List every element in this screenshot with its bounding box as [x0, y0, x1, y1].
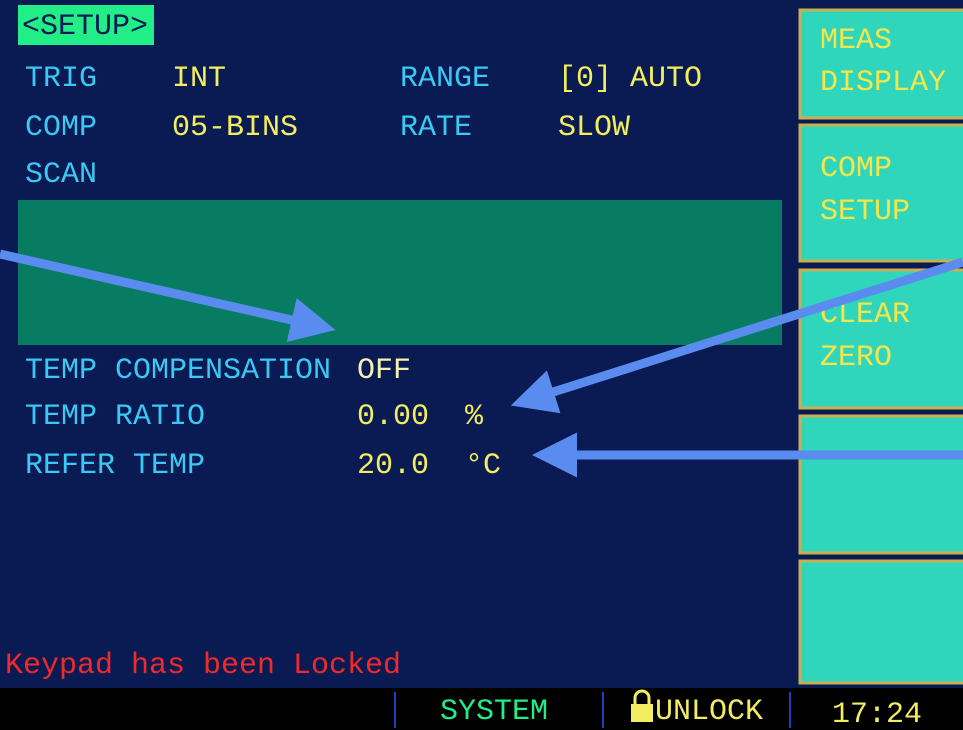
- trig-value[interactable]: INT: [172, 62, 226, 96]
- refer-temp-value[interactable]: 20.0: [357, 449, 429, 483]
- scan-label: SCAN: [25, 158, 97, 192]
- softkey-4[interactable]: [798, 414, 963, 555]
- page-title: <SETUP>: [22, 10, 148, 44]
- lock-icon: [631, 689, 653, 722]
- softkey-1[interactable]: [798, 8, 963, 120]
- title-box: [18, 5, 154, 45]
- lock-message: Keypad has been Locked: [5, 649, 401, 683]
- status-lock[interactable]: UNLOCK: [655, 695, 763, 729]
- refer-temp-unit: °C: [465, 449, 501, 483]
- status-time: 17:24: [832, 698, 922, 730]
- status-bar: [0, 688, 963, 730]
- temp-comp-value[interactable]: OFF: [357, 354, 411, 388]
- softkey-3-line2: ZERO: [820, 341, 892, 375]
- refer-temp-label: REFER TEMP: [25, 449, 205, 483]
- arrow: [510, 257, 963, 414]
- softkey-1-line2: DISPLAY: [820, 66, 946, 100]
- softkey-2-line1: COMP: [820, 152, 892, 186]
- status-mode: SYSTEM: [440, 695, 548, 729]
- softkey-2[interactable]: [798, 123, 963, 263]
- temp-ratio-unit: %: [465, 400, 484, 434]
- rate-value[interactable]: SLOW: [558, 111, 630, 145]
- temp-comp-label: TEMP COMPENSATION: [25, 354, 331, 388]
- comp-label: COMP: [25, 111, 97, 145]
- arrow: [0, 249, 336, 342]
- trig-label: TRIG: [25, 62, 97, 96]
- temp-ratio-value[interactable]: 0.00: [357, 400, 429, 434]
- softkey-5[interactable]: [798, 559, 963, 685]
- softkey-3[interactable]: [798, 268, 963, 410]
- softkey-2-line2: SETUP: [820, 195, 910, 229]
- range-value[interactable]: [0] AUTO: [558, 62, 702, 96]
- temp-ratio-label: TEMP RATIO: [25, 400, 205, 434]
- scan-area: [18, 200, 782, 345]
- range-label: RANGE: [400, 62, 490, 96]
- comp-value[interactable]: 05-BINS: [172, 111, 298, 145]
- rate-label: RATE: [400, 111, 472, 145]
- softkey-1-line1: MEAS: [820, 24, 892, 58]
